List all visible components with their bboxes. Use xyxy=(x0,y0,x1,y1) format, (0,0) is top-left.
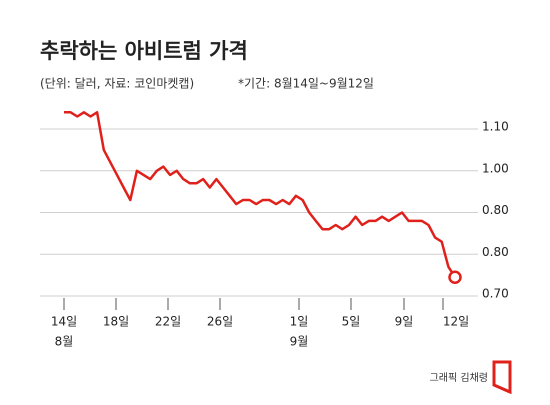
month-label: 8월 xyxy=(55,335,74,349)
x-tick-label: 5일 xyxy=(342,315,361,329)
y-tick-label: 0.70 xyxy=(482,287,509,301)
price-line xyxy=(64,111,457,278)
x-tick-label: 12일 xyxy=(443,315,469,329)
month-label: 9월 xyxy=(290,335,309,349)
y-tick-label: 0.80 xyxy=(482,203,509,217)
note: *기간: 8월14일~9월12일 xyxy=(238,77,374,91)
x-tick-label: 14일 xyxy=(51,315,77,329)
y-tick-label: 1.10 xyxy=(482,120,509,134)
credit: 그래픽 김채령 xyxy=(430,372,488,384)
subtitle: (단위: 달러, 자료: 코인마켓캡) xyxy=(40,77,194,91)
x-tick-label: 26일 xyxy=(207,315,233,329)
end-marker xyxy=(448,270,462,284)
x-tick-label: 9일 xyxy=(395,315,414,329)
x-tick-label: 18일 xyxy=(103,315,129,329)
chart-title: 추락하는 아비트럼 가격 xyxy=(40,39,248,63)
x-tick-label: 22일 xyxy=(155,315,181,329)
x-tick-label: 1일 xyxy=(290,315,309,329)
credit-logo xyxy=(492,360,512,395)
y-tick-label: 0.80 xyxy=(482,245,509,259)
y-tick-label: 1.00 xyxy=(482,161,509,175)
